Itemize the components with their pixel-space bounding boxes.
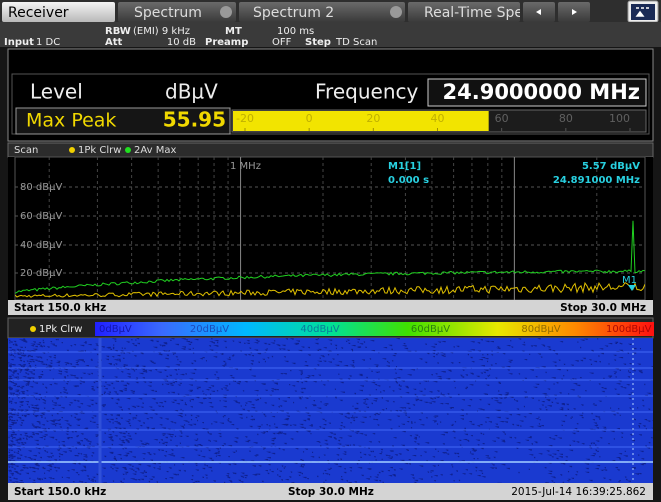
setting-label: MT <box>225 26 242 37</box>
tab[interactable]: Spectrum <box>118 2 236 22</box>
frequency-box[interactable] <box>427 78 647 107</box>
setting-label: Att <box>105 37 123 48</box>
level-bar-label: 20 <box>366 112 380 125</box>
marker-frequency: 24.891000 MHz <box>553 175 640 186</box>
tab-scroll-right[interactable] <box>558 2 590 22</box>
marker-info: M1[1] 0.000 s 5.57 dBµV 24.891000 MHz M1 <box>388 161 640 286</box>
tab-label: Spectrum <box>134 5 202 21</box>
tab[interactable]: Real-Time Spectr <box>408 2 542 22</box>
timestamp: 2015-Jul-14 16:39:25.862 <box>511 486 646 498</box>
y-label: 40 dBµV <box>20 240 62 251</box>
tab-label: Real-Time Spectr <box>424 5 542 21</box>
level-bar-label: 0 <box>306 112 313 125</box>
level-bar-label: 80 <box>559 112 573 125</box>
setting-label: Input <box>4 37 34 48</box>
scan-footer <box>8 300 653 315</box>
traces <box>15 220 645 298</box>
settings-bar <box>0 22 661 47</box>
stop-frequency: Stop 30.0 MHz <box>560 302 646 314</box>
setting-value: TD Scan <box>335 37 377 48</box>
trace-average <box>15 220 645 294</box>
y-labels: 80 dBµV 60 dBµV 40 dBµV 20 dBµV <box>20 182 62 279</box>
color-scale <box>95 322 654 336</box>
legend-label: 1Pk Clrw <box>78 145 121 156</box>
marker-time: 0.000 s <box>388 175 429 186</box>
marker-level: 5.57 dBµV <box>582 161 640 172</box>
frequency-label: Frequency <box>315 80 418 104</box>
marker-name: M1[1] <box>388 161 421 172</box>
legend-label: 2Av Max <box>134 145 176 156</box>
level-label: Level <box>30 80 83 104</box>
button-icon <box>631 4 655 20</box>
grid-label: 1 MHz <box>230 161 261 172</box>
level-bar-label: 100 <box>609 112 630 125</box>
tab-label: Receiver <box>8 5 69 21</box>
arrow-icon <box>536 9 541 15</box>
color-scale-label: 0dBµV <box>99 324 132 335</box>
stop-frequency: Stop 30.0 MHz <box>288 486 374 498</box>
y-label: 60 dBµV <box>20 211 62 222</box>
setting-label: Preamp <box>205 37 248 48</box>
setting-value: 1 DC <box>36 37 60 48</box>
trace-peak <box>15 281 645 298</box>
tab-close[interactable] <box>390 6 402 18</box>
level-bar-fill <box>233 111 489 131</box>
tab-close[interactable] <box>220 6 232 18</box>
menu-icon <box>635 7 649 17</box>
plot-area <box>14 156 646 301</box>
legend-dot <box>30 326 36 332</box>
frequency-value: 24.9000000 MHz <box>443 80 641 104</box>
tab-background <box>408 2 520 22</box>
tab-background <box>2 2 115 22</box>
tab-background <box>239 2 405 22</box>
legend-dot <box>125 147 131 153</box>
level-bar-label: -20 <box>236 112 254 125</box>
marker-symbol <box>628 285 636 291</box>
spectrogram-pattern <box>8 338 653 483</box>
tab-menu-button[interactable] <box>627 0 659 23</box>
color-scale-label: 40dBµV <box>300 324 339 335</box>
marker-label: M1 <box>622 275 637 286</box>
setting-label: Step <box>305 37 331 48</box>
color-scale-label: 80dBµV <box>521 324 560 335</box>
level-bar-label: 40 <box>431 112 445 125</box>
scan-title: Scan <box>14 145 38 156</box>
tab-background <box>118 2 236 22</box>
detector-box <box>15 107 231 135</box>
detector-label: Max Peak <box>26 110 116 132</box>
spectrogram-noise <box>8 338 653 483</box>
color-scale-label: 20dBµV <box>190 324 229 335</box>
y-label: 20 dBµV <box>20 268 62 279</box>
color-scale-label: 100dBµV <box>606 324 652 335</box>
y-label: 80 dBµV <box>20 182 62 193</box>
level-value: 55.95 <box>163 108 226 132</box>
tab[interactable]: Receiver <box>2 2 115 22</box>
level-bar: -20 0 20 40 60 80 100 <box>233 111 631 131</box>
legend-label: 1Pk Clrw <box>39 324 82 335</box>
tab-label: Spectrum 2 <box>253 5 334 21</box>
grid <box>15 157 645 300</box>
start-frequency: Start 150.0 kHz <box>14 486 106 498</box>
start-frequency: Start 150.0 kHz <box>14 302 106 314</box>
legend-dot <box>69 147 75 153</box>
settings: RBW (EMI) 9 kHz MT 100 ms Input 1 DC Att… <box>4 26 377 48</box>
setting-value: 10 dB <box>167 37 196 48</box>
setting-label: RBW <box>105 26 131 37</box>
level-bar-label: 60 <box>495 112 509 125</box>
spectrogram-footer <box>8 483 653 500</box>
setting-value: OFF <box>272 37 292 48</box>
setting-value: (EMI) 9 kHz <box>133 26 190 37</box>
tab[interactable]: Spectrum 2 <box>239 2 405 22</box>
meter-frame <box>11 73 650 135</box>
setting-value: 100 ms <box>277 26 314 37</box>
tab-scroll-left[interactable] <box>523 2 555 22</box>
level-unit: dBµV <box>165 80 218 104</box>
arrow-icon <box>572 9 577 15</box>
color-scale-label: 60dBµV <box>411 324 450 335</box>
color-scale-labels: 0dBµV 20dBµV 40dBµV 60dBµV 80dBµV 100dBµV <box>99 324 652 335</box>
